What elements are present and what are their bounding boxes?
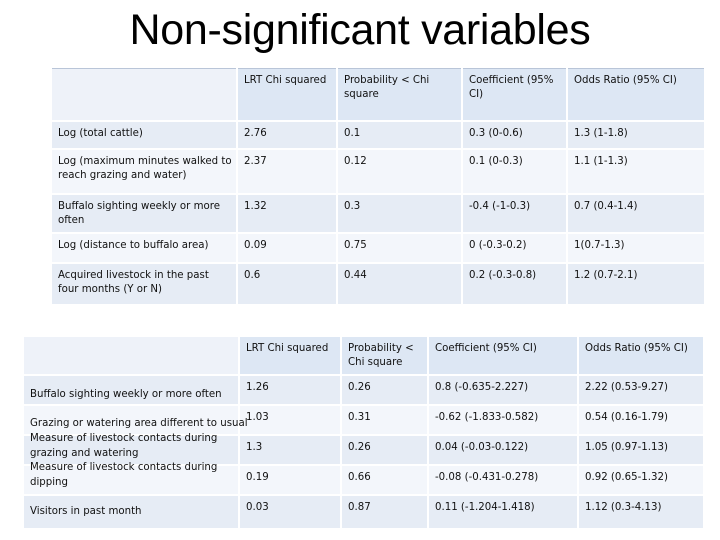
cell-probability: 0.26 <box>341 375 429 406</box>
row-label: Measure of livestock contacts during gra… <box>30 433 218 459</box>
table-row: Log (distance to buffalo area) 0.09 0.75… <box>52 232 706 264</box>
table-row: 0.03 0.87 0.11 (-1.204-1.418) 1.12 (0.3-… <box>24 495 705 530</box>
results-table-multivariable: LRT Chi squared Probability < Chi square… <box>24 337 705 530</box>
cell-coefficient: 0.3 (0-0.6) <box>462 120 568 150</box>
cell-lrt: 0.09 <box>237 232 338 264</box>
row-label: Log (maximum minutes walked to reach gra… <box>52 148 238 195</box>
header-odds-ratio: Odds Ratio (95% CI) <box>578 337 705 376</box>
row-label: Acquired livestock in the past four mont… <box>52 262 238 306</box>
row-label: Log (total cattle) <box>52 120 238 150</box>
cell-probability: 0.31 <box>341 405 429 436</box>
table-header-row: LRT Chi squared Probability < Chi square… <box>24 337 705 376</box>
table-header-row: LRT Chi squared Probability < Chi square… <box>52 68 706 122</box>
cell-coefficient: -0.08 (-0.431-0.278) <box>428 465 579 496</box>
cell-probability: 0.1 <box>337 120 463 150</box>
cell-lrt: 0.19 <box>239 465 342 496</box>
cell-probability: 0.44 <box>337 262 463 306</box>
cell-coefficient: 0 (-0.3-0.2) <box>462 232 568 264</box>
cell-lrt: 2.76 <box>237 120 338 150</box>
row-label: Buffalo sighting weekly or more often <box>30 389 222 400</box>
cell-coefficient: 0.2 (-0.3-0.8) <box>462 262 568 306</box>
results-table-univariable: LRT Chi squared Probability < Chi square… <box>52 68 706 306</box>
cell-odds-ratio: 0.92 (0.65-1.32) <box>578 465 705 496</box>
header-corner-cell <box>24 337 240 376</box>
cell-coefficient: 0.04 (-0.03-0.122) <box>428 435 579 466</box>
header-coefficient: Coefficient (95% CI) <box>462 68 568 122</box>
header-probability: Probability < Chi square <box>337 68 463 122</box>
row-label-cell <box>24 375 240 406</box>
cell-probability: 0.75 <box>337 232 463 264</box>
cell-coefficient: 0.11 (-1.204-1.418) <box>428 495 579 530</box>
cell-odds-ratio: 1.3 (1-1.8) <box>567 120 706 150</box>
row-label: Measure of livestock contacts during dip… <box>30 462 218 488</box>
row-label-cell <box>24 405 240 436</box>
row-label: Visitors in past month <box>30 506 142 517</box>
header-lrt-chi-squared: LRT Chi squared <box>237 68 338 122</box>
cell-coefficient: 0.1 (0-0.3) <box>462 148 568 195</box>
row-label: Grazing or watering area different to us… <box>30 418 248 429</box>
table-row: 1.03 0.31 -0.62 (-1.833-0.582) 0.54 (0.1… <box>24 405 705 436</box>
cell-coefficient: -0.62 (-1.833-0.582) <box>428 405 579 436</box>
cell-odds-ratio: 2.22 (0.53-9.27) <box>578 375 705 406</box>
cell-lrt: 2.37 <box>237 148 338 195</box>
header-coefficient: Coefficient (95% CI) <box>428 337 579 376</box>
header-lrt-chi-squared: LRT Chi squared <box>239 337 342 376</box>
table-row: 1.3 0.26 0.04 (-0.03-0.122) 1.05 (0.97-1… <box>24 435 705 466</box>
cell-probability: 0.66 <box>341 465 429 496</box>
row-label-cell <box>24 435 240 466</box>
cell-lrt: 1.03 <box>239 405 342 436</box>
cell-odds-ratio: 1.05 (0.97-1.13) <box>578 435 705 466</box>
cell-odds-ratio: 1.2 (0.7-2.1) <box>567 262 706 306</box>
table-row: Log (maximum minutes walked to reach gra… <box>52 148 706 195</box>
cell-lrt: 1.3 <box>239 435 342 466</box>
row-label-cell <box>24 495 240 530</box>
cell-probability: 0.87 <box>341 495 429 530</box>
slide-title: Non-significant variables <box>129 6 591 54</box>
cell-lrt: 1.32 <box>237 193 338 234</box>
table-row: Buffalo sighting weekly or more often 1.… <box>52 193 706 234</box>
table-row: Log (total cattle) 2.76 0.1 0.3 (0-0.6) … <box>52 120 706 150</box>
cell-odds-ratio: 0.54 (0.16-1.79) <box>578 405 705 436</box>
cell-odds-ratio: 0.7 (0.4-1.4) <box>567 193 706 234</box>
cell-lrt: 1.26 <box>239 375 342 406</box>
cell-probability: 0.12 <box>337 148 463 195</box>
table-row: 1.26 0.26 0.8 (-0.635-2.227) 2.22 (0.53-… <box>24 375 705 406</box>
table-row: Acquired livestock in the past four mont… <box>52 262 706 306</box>
table-row: 0.19 0.66 -0.08 (-0.431-0.278) 0.92 (0.6… <box>24 465 705 496</box>
cell-odds-ratio: 1(0.7-1.3) <box>567 232 706 264</box>
header-odds-ratio: Odds Ratio (95% CI) <box>567 68 706 122</box>
row-label-cell <box>24 465 240 496</box>
cell-probability: 0.3 <box>337 193 463 234</box>
cell-coefficient: 0.8 (-0.635-2.227) <box>428 375 579 406</box>
cell-probability: 0.26 <box>341 435 429 466</box>
row-label: Log (distance to buffalo area) <box>52 232 238 264</box>
cell-coefficient: -0.4 (-1-0.3) <box>462 193 568 234</box>
row-label: Buffalo sighting weekly or more often <box>52 193 238 234</box>
cell-odds-ratio: 1.12 (0.3-4.13) <box>578 495 705 530</box>
header-probability: Probability < Chi square <box>341 337 429 376</box>
cell-lrt: 0.03 <box>239 495 342 530</box>
header-corner-cell <box>52 68 238 122</box>
cell-odds-ratio: 1.1 (1-1.3) <box>567 148 706 195</box>
cell-lrt: 0.6 <box>237 262 338 306</box>
